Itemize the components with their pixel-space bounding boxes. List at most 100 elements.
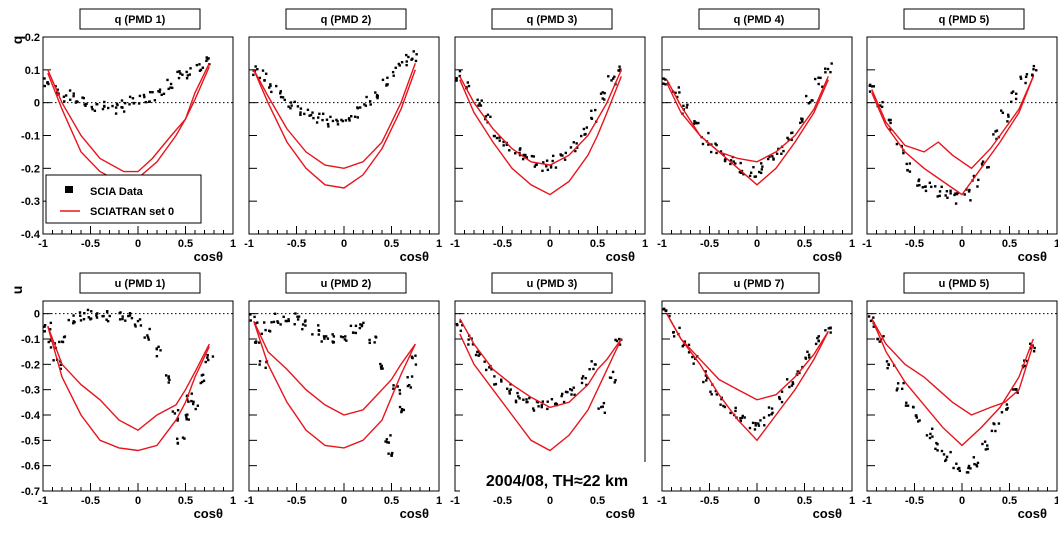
data-point <box>200 380 204 384</box>
x-tick-label: -1 <box>244 238 254 250</box>
data-point <box>350 115 353 118</box>
data-point <box>819 76 822 80</box>
data-point <box>386 441 389 444</box>
legend-data-marker <box>65 186 73 193</box>
data-point <box>905 401 908 404</box>
x-tick-label: 1 <box>1054 238 1058 250</box>
data-point <box>105 318 108 321</box>
data-point <box>321 112 325 115</box>
data-point <box>1019 77 1023 80</box>
data-point <box>304 324 307 327</box>
data-point <box>86 308 90 312</box>
x-axis-label: cosθ <box>194 506 223 521</box>
data-point <box>946 196 949 199</box>
data-point <box>869 319 873 323</box>
data-point <box>506 387 509 390</box>
x-axis-label: cosθ <box>606 249 635 264</box>
data-point <box>176 70 179 74</box>
data-point <box>120 99 124 102</box>
data-point <box>1023 359 1026 362</box>
data-point <box>369 103 372 106</box>
data-point <box>610 79 613 82</box>
data-point <box>394 66 397 70</box>
data-point <box>397 62 401 66</box>
data-point <box>582 127 586 131</box>
data-point <box>706 376 709 380</box>
data-point <box>414 59 418 63</box>
data-point <box>944 459 947 463</box>
data-point <box>344 119 348 122</box>
data-point <box>493 383 496 386</box>
data-point <box>379 365 383 369</box>
x-tick-label: 1 <box>230 238 236 250</box>
data-point <box>900 144 903 148</box>
data-point <box>514 152 517 155</box>
data-point <box>931 427 934 430</box>
data-layer <box>249 312 418 457</box>
data-point <box>761 165 764 168</box>
data-point <box>955 192 959 196</box>
data-point <box>729 411 732 415</box>
data-point <box>678 91 681 94</box>
data-point <box>201 66 205 69</box>
data-point <box>396 385 399 388</box>
y-tick-label: -0.4 <box>21 410 41 422</box>
data-point <box>546 400 549 403</box>
data-point <box>91 108 94 111</box>
data-point <box>763 424 766 427</box>
panel-title-box <box>903 272 1025 294</box>
data-point <box>128 311 132 315</box>
data-point <box>668 314 671 318</box>
data-point <box>43 325 46 328</box>
data-point <box>483 360 486 363</box>
data-point <box>607 75 610 78</box>
data-point <box>196 404 200 407</box>
data-point <box>316 116 320 119</box>
data-point <box>258 360 262 363</box>
data-point <box>287 105 290 108</box>
data-point <box>358 106 362 109</box>
data-point <box>540 405 543 409</box>
y-tick-label: -0.4 <box>21 229 41 241</box>
y-tick-label: -0.3 <box>21 196 40 208</box>
data-point <box>570 388 574 392</box>
data-point <box>952 466 955 470</box>
data-point <box>686 103 689 107</box>
data-point <box>191 402 195 406</box>
data-point <box>791 131 794 134</box>
data-point <box>508 390 511 393</box>
data-point <box>411 356 414 359</box>
data-point <box>953 193 956 197</box>
data-point <box>502 144 505 147</box>
data-point <box>771 155 774 158</box>
data-point <box>753 428 757 431</box>
panel-title: q (PMD 2) <box>321 14 372 26</box>
data-point <box>476 350 479 354</box>
data-point <box>662 77 665 80</box>
data-point <box>817 76 820 79</box>
data-point <box>62 335 66 339</box>
data-point <box>1006 113 1010 117</box>
data-point <box>325 118 329 121</box>
data-point <box>551 154 555 158</box>
panels: q (PMD 1) -1 -0.5 0 0.5 1 cosθ 0.2 0.1 0 -0.1 -0.2 -… <box>21 8 1058 521</box>
x-axis-label: cosθ <box>1018 506 1047 521</box>
data-point <box>488 366 491 369</box>
data-point <box>49 346 53 349</box>
data-point <box>723 405 727 409</box>
data-point <box>458 74 461 78</box>
data-point <box>757 424 761 427</box>
data-point <box>981 160 985 163</box>
data-point <box>693 120 696 123</box>
data-point <box>881 100 884 104</box>
data-point <box>301 327 304 331</box>
data-point <box>791 382 795 385</box>
data-point <box>293 323 296 326</box>
data-point <box>704 374 708 377</box>
data-point <box>321 118 324 122</box>
data-point <box>387 441 391 444</box>
data-point <box>618 65 621 68</box>
x-tick-label: 1 <box>230 495 236 507</box>
x-tick-label: 0.5 <box>384 238 399 250</box>
data-point <box>315 121 319 124</box>
